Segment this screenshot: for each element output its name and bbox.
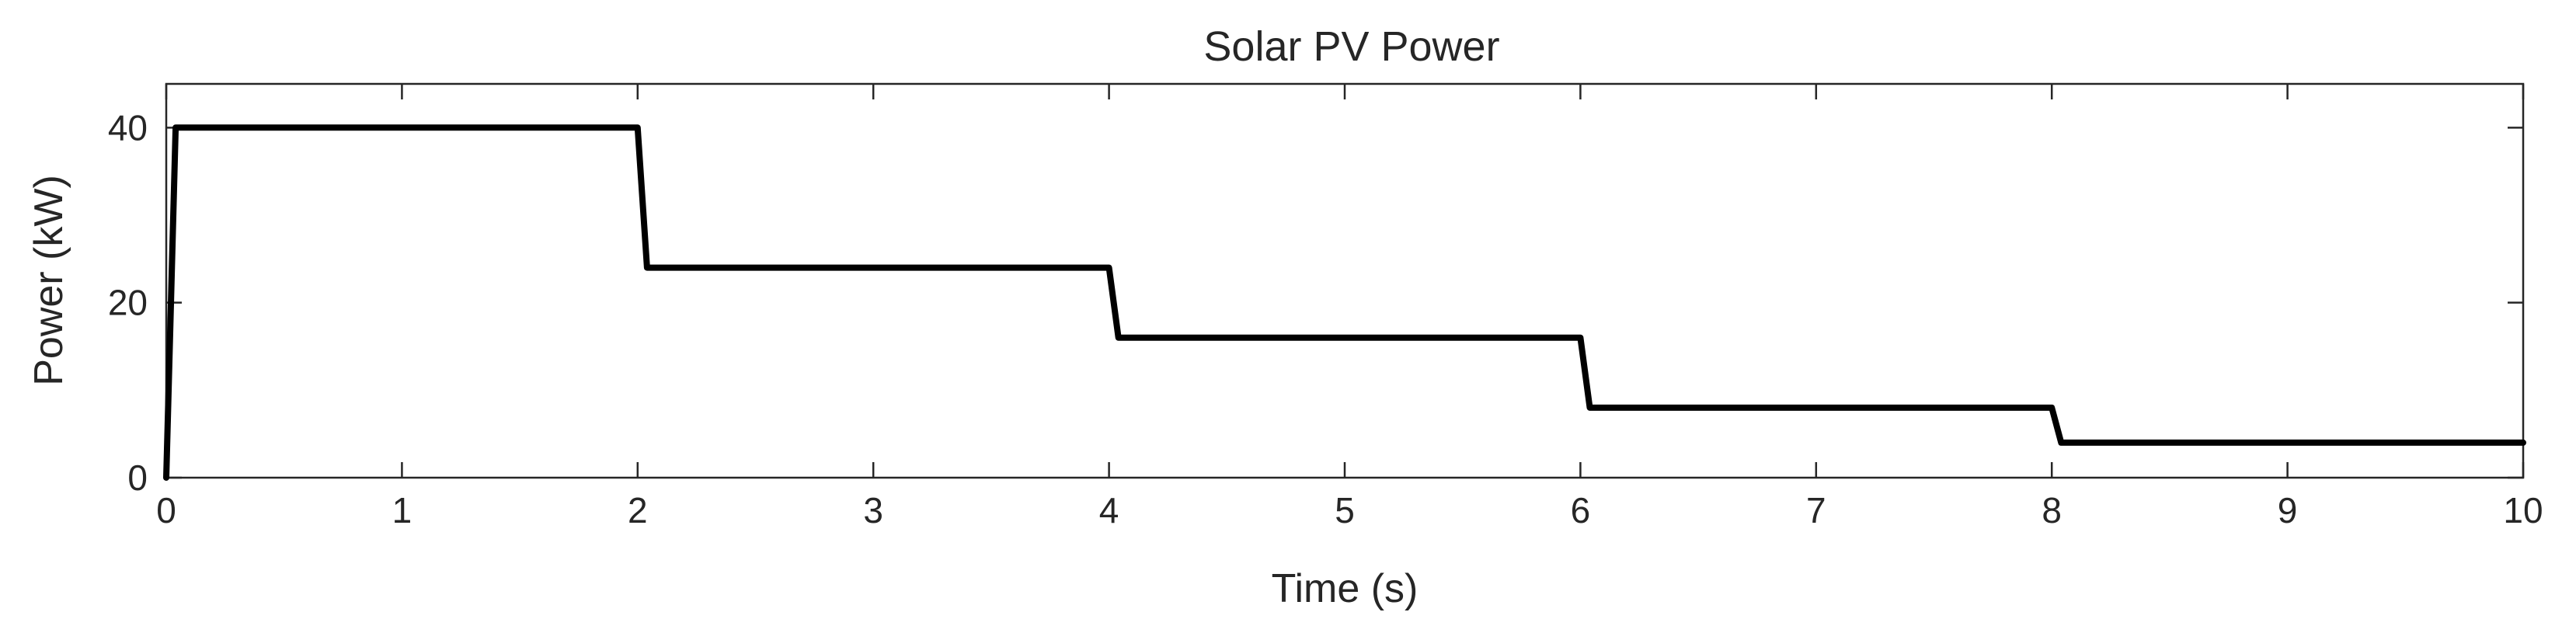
x-tick-label: 9 bbox=[2278, 490, 2298, 530]
x-tick-label: 10 bbox=[2503, 490, 2543, 530]
x-tick-label: 7 bbox=[1806, 490, 1826, 530]
chart-title: Solar PV Power bbox=[1203, 23, 1499, 70]
x-tick-label: 6 bbox=[1571, 490, 1591, 530]
x-axis-label: Time (s) bbox=[1272, 566, 1419, 611]
x-tick-label: 1 bbox=[392, 490, 413, 530]
y-tick-label: 20 bbox=[108, 283, 148, 323]
x-tick-label: 5 bbox=[1335, 490, 1355, 530]
series-layer bbox=[163, 124, 2526, 481]
series-line-solar-pv-power bbox=[163, 124, 2526, 481]
x-axis: 0 1 2 3 4 5 6 7 8 9 10 bbox=[156, 84, 2543, 530]
x-tick-label: 2 bbox=[628, 490, 648, 530]
x-tick-label: 3 bbox=[863, 490, 883, 530]
x-tick-label: 0 bbox=[156, 490, 176, 530]
plot-area-frame bbox=[165, 82, 2525, 479]
y-tick-label: 0 bbox=[127, 457, 148, 498]
x-tick-label: 8 bbox=[2042, 490, 2062, 530]
x-tick-label: 4 bbox=[1099, 490, 1119, 530]
y-tick-label: 40 bbox=[108, 107, 148, 148]
y-axis-label: Power (kW) bbox=[26, 175, 71, 386]
y-axis: 0 20 40 bbox=[108, 107, 2523, 498]
